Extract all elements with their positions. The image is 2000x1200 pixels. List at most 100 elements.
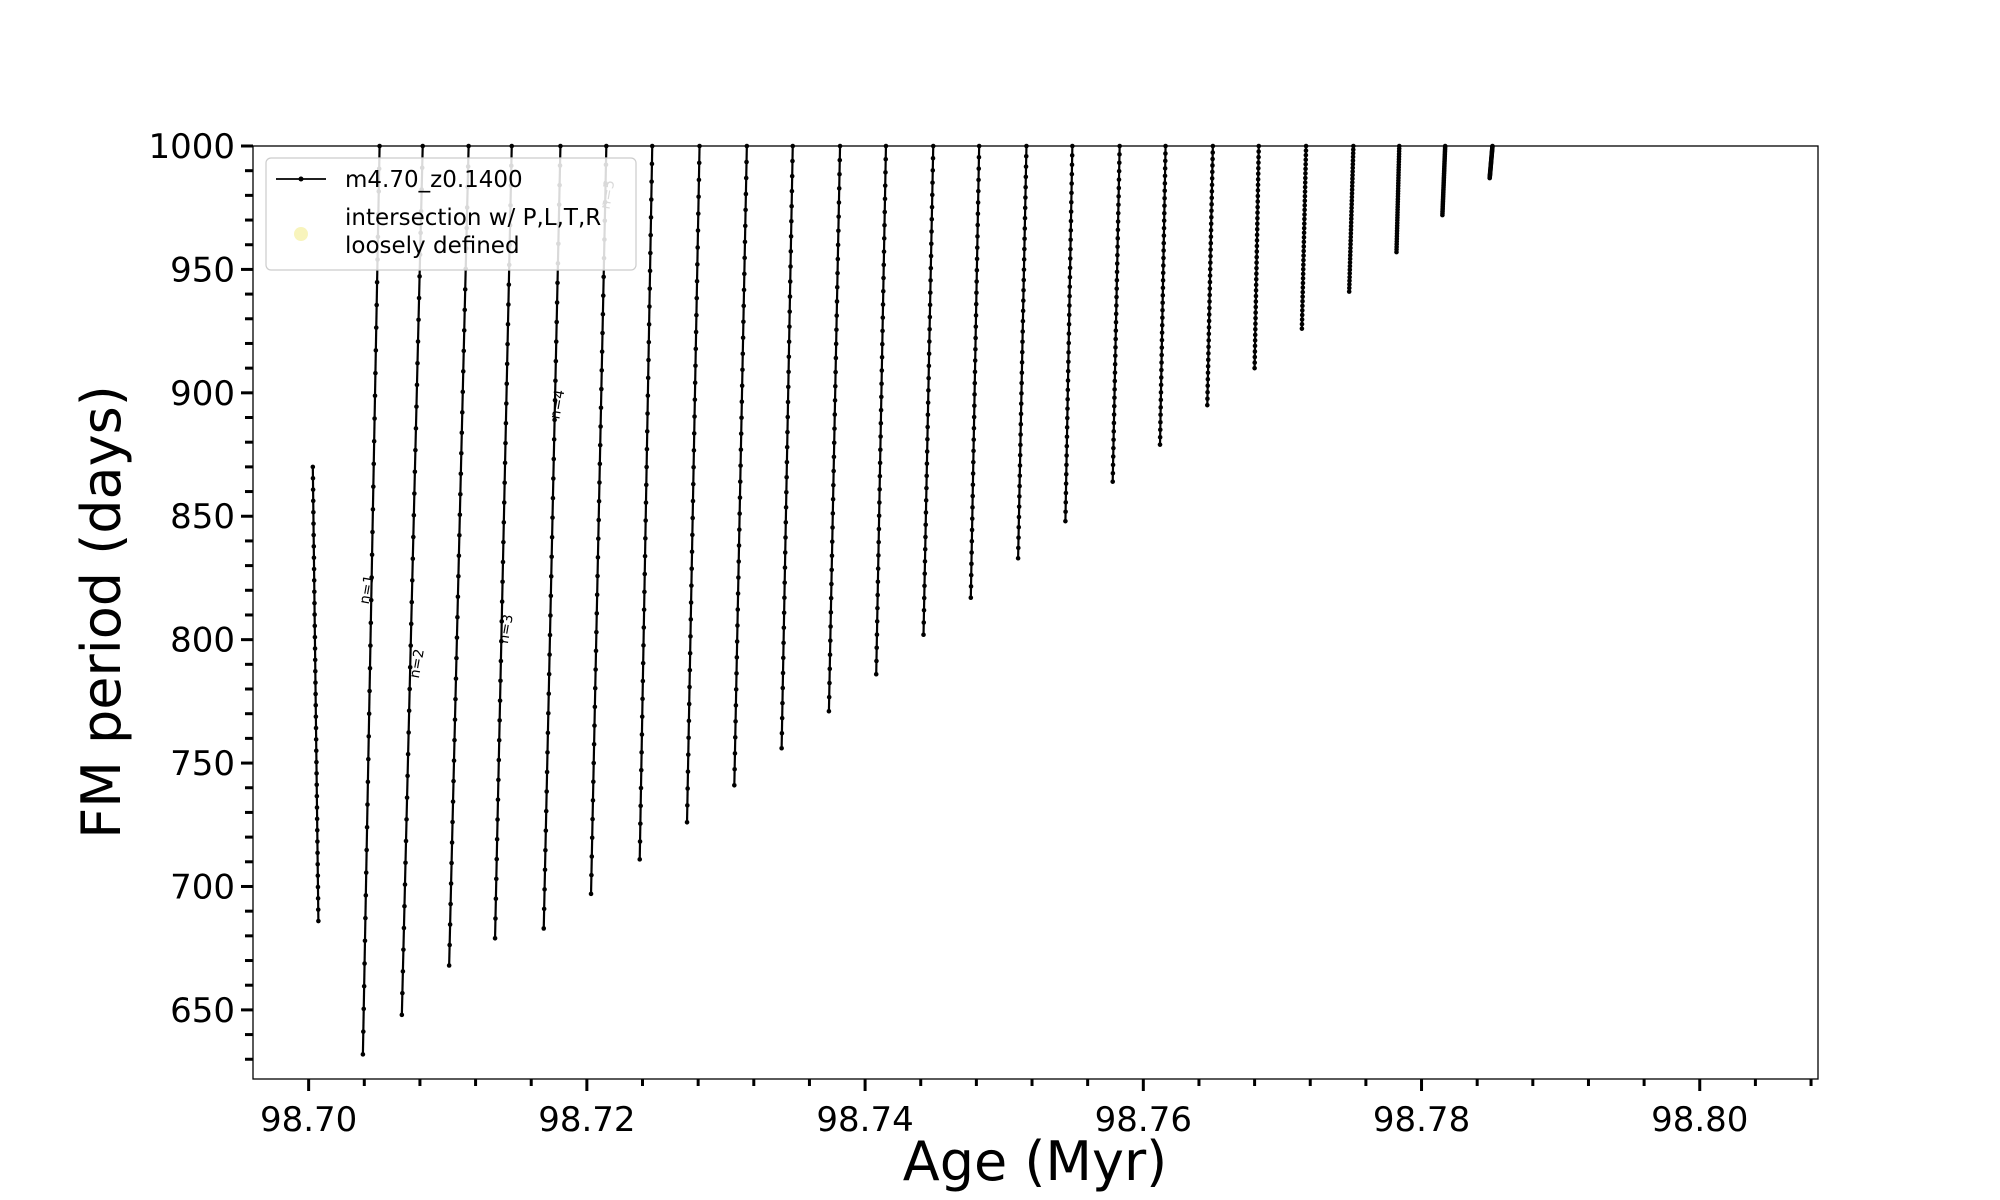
- pulse-point: [647, 286, 653, 291]
- pulse-point: [1063, 481, 1069, 486]
- pulse-point: [405, 751, 411, 757]
- pulse-point: [1019, 391, 1024, 396]
- pulse-point: [1350, 150, 1356, 156]
- pulse-point: [976, 188, 981, 194]
- pulse-point: [1115, 244, 1120, 250]
- pulse-point: [1111, 412, 1117, 417]
- pulse-point: [1017, 483, 1022, 489]
- pulse-point: [782, 550, 788, 555]
- pulse-point: [732, 782, 737, 788]
- pulse-point: [1208, 260, 1213, 265]
- pulse-point: [968, 595, 974, 600]
- pulse-point: [971, 414, 977, 420]
- pulse-point: [925, 424, 930, 430]
- pulse-point: [1115, 227, 1121, 233]
- pulse-point: [460, 389, 466, 395]
- pulse-point: [401, 925, 407, 931]
- pulse-point: [739, 383, 745, 389]
- pulse-point: [1303, 166, 1308, 172]
- pulse-point: [315, 861, 320, 867]
- pulse-point: [640, 678, 646, 684]
- pulse-point: [367, 665, 373, 671]
- pulse-point: [543, 808, 549, 814]
- pulse-point: [1303, 171, 1308, 176]
- pulse-point: [877, 473, 883, 479]
- pulse-point: [687, 684, 692, 690]
- pulse-point: [1209, 195, 1215, 201]
- pulse-point: [1350, 176, 1355, 182]
- pulse-point: [735, 607, 741, 612]
- pulse-point: [922, 559, 928, 564]
- pulse-point: [494, 856, 500, 862]
- pulse-point: [1254, 243, 1260, 249]
- pulse-point: [1302, 180, 1308, 185]
- pulse-point: [1116, 177, 1122, 182]
- y-tick-label: 850: [170, 497, 235, 537]
- pulse-point: [594, 592, 600, 598]
- pulse-point: [974, 256, 980, 262]
- pulse-point: [972, 369, 978, 375]
- pulse-point: [784, 489, 789, 495]
- pulse-point: [311, 555, 317, 561]
- pulse-point: [404, 817, 409, 822]
- pulse-point: [1255, 204, 1260, 210]
- pulse-point: [1022, 205, 1028, 211]
- pulse-point: [1348, 231, 1354, 236]
- pulse-point: [550, 515, 555, 520]
- pulse-point: [448, 881, 454, 886]
- pulse-point: [1112, 378, 1118, 384]
- pulse-point: [313, 680, 318, 685]
- pulse-point: [1162, 166, 1168, 171]
- pulse-point: [596, 517, 601, 523]
- pulse-point: [1161, 233, 1167, 238]
- pulse-point: [649, 179, 654, 184]
- pulse-point: [1158, 412, 1163, 418]
- pulse-point: [926, 363, 932, 369]
- pulse-point: [313, 725, 319, 731]
- pulse-point: [461, 328, 467, 333]
- pulse-point: [1348, 245, 1353, 251]
- pulse-point: [925, 400, 931, 405]
- pulse-point: [310, 487, 316, 492]
- pulse-point: [642, 553, 648, 559]
- pulse-point: [645, 393, 651, 398]
- pulse-point: [742, 255, 747, 261]
- pulse-point: [452, 717, 458, 722]
- pulse-point: [924, 461, 930, 466]
- pulse-point: [462, 287, 468, 292]
- pulse-point: [881, 249, 887, 254]
- pulse-track: [968, 143, 982, 600]
- pulse-point: [737, 511, 742, 516]
- pulse-point: [926, 351, 932, 357]
- pulse-point: [505, 321, 511, 327]
- pulse-point: [312, 657, 318, 663]
- pulse-point: [1065, 406, 1070, 411]
- pulse-point: [1016, 504, 1022, 509]
- pulse-point: [1117, 152, 1122, 157]
- pulse-point: [313, 714, 319, 719]
- pulse-point: [553, 378, 558, 384]
- pulse-point: [789, 218, 794, 224]
- pulse-point: [590, 798, 596, 803]
- pulse-point: [929, 217, 935, 222]
- pulse-point: [496, 777, 501, 783]
- pulse-point: [1252, 365, 1257, 371]
- pulse-point: [314, 759, 319, 765]
- pulse-point: [645, 411, 650, 416]
- pulse-point: [930, 168, 936, 173]
- pulse-point: [874, 658, 879, 664]
- pulse-point: [1299, 326, 1305, 331]
- pulse-point: [1349, 209, 1354, 214]
- pulse-point: [692, 397, 698, 402]
- pulse-point: [600, 293, 606, 298]
- pulse-point: [401, 947, 406, 952]
- pulse-point: [642, 589, 647, 595]
- pulse-point: [310, 464, 316, 470]
- pulse-point: [1300, 285, 1306, 290]
- pulse-point: [832, 398, 838, 403]
- pulse-point: [927, 302, 933, 308]
- pulse-point: [365, 779, 371, 785]
- pulse-annotation: n=2: [407, 648, 428, 680]
- pulse-point: [1018, 421, 1024, 427]
- pulse-point: [363, 893, 369, 898]
